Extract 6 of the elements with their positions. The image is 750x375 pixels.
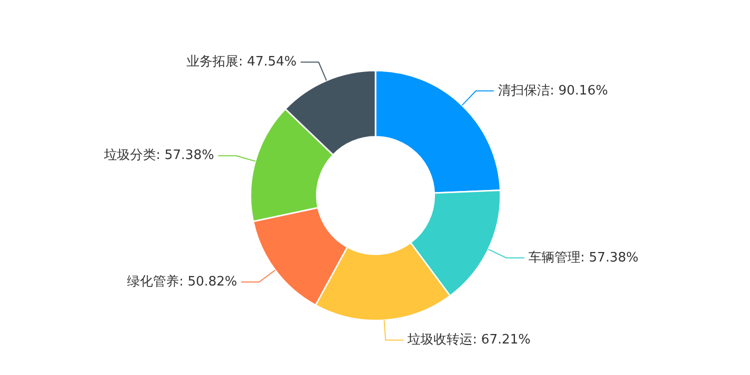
slice-label: 垃圾收转运: 67.21%	[406, 332, 531, 348]
slice-label: 业务拓展: 47.54%	[186, 54, 297, 70]
slice-label: 绿化管养: 50.82%	[127, 274, 238, 290]
slice-label: 垃圾分类: 57.38%	[102, 148, 214, 164]
slice-label: 清扫保洁: 90.16%	[498, 83, 608, 98]
slice-label: 车辆管理: 57.38%	[528, 250, 638, 266]
